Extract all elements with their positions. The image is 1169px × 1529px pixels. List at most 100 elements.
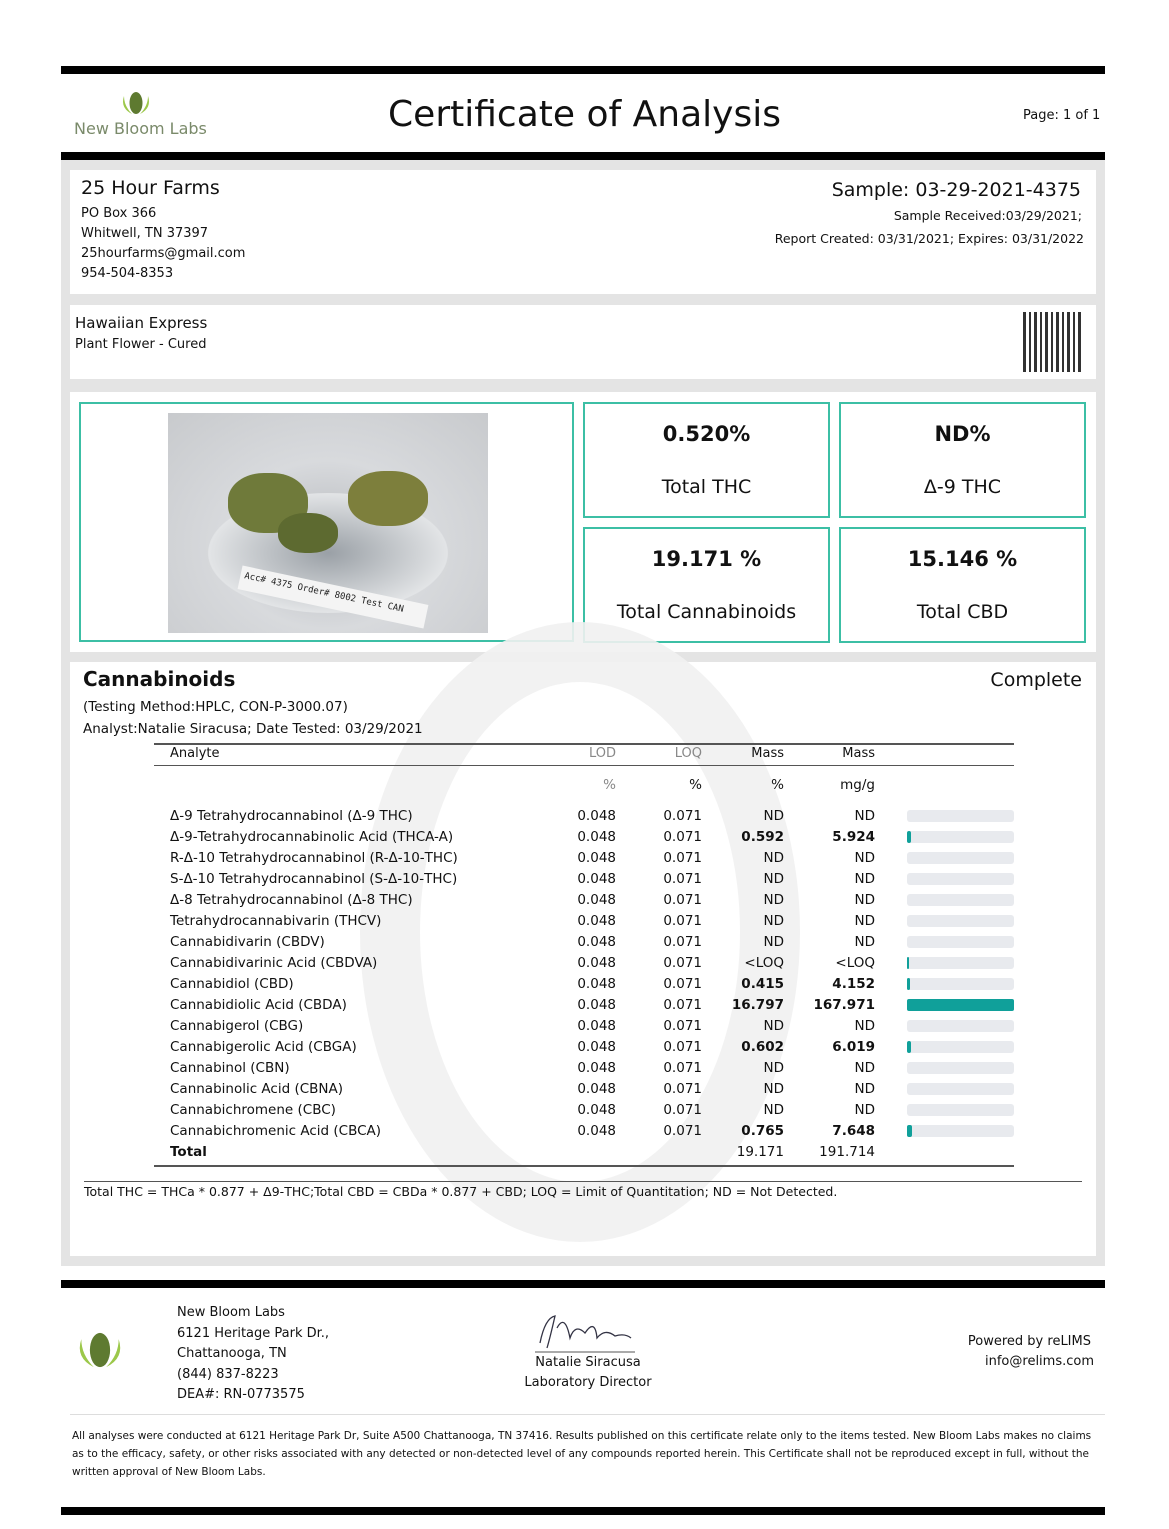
total-cannabinoids-box: 19.171 % Total Cannabinoids	[583, 527, 830, 643]
mass-pct: ND	[763, 849, 785, 866]
lod: 0.048	[577, 849, 616, 866]
table-row: Cannabidiol (CBD) 0.048 0.071 0.415 4.15…	[154, 973, 1014, 994]
loq: 0.071	[663, 1017, 702, 1034]
footnote: Total THC = THCa * 0.877 + Δ9-THC;Total …	[84, 1184, 838, 1199]
client-address-2: Whitwell, TN 37397	[81, 226, 209, 241]
table-row: Δ-8 Tetrahydrocannabinol (Δ-8 THC) 0.048…	[154, 889, 1014, 910]
result-bar	[907, 1082, 1014, 1095]
mass-pct: ND	[763, 1017, 785, 1034]
unit-mass-mg: mg/g	[840, 777, 875, 794]
table-row: Cannabichromenic Acid (CBCA) 0.048 0.071…	[154, 1120, 1014, 1141]
table-row: Cannabidivarin (CBDV) 0.048 0.071 ND ND	[154, 931, 1014, 952]
mass-mg: ND	[854, 1101, 876, 1118]
sample-id: Sample: 03-29-2021-4375	[831, 179, 1081, 201]
loq: 0.071	[663, 849, 702, 866]
mass-pct: ND	[763, 1080, 785, 1097]
result-bar	[907, 1103, 1014, 1116]
logo-icon	[123, 92, 149, 114]
table-row: Cannabidiolic Acid (CBDA) 0.048 0.071 16…	[154, 994, 1014, 1015]
disclaimer-rule	[70, 1414, 1105, 1415]
lab-phone: (844) 837-8223	[177, 1366, 279, 1382]
result-bar-fill	[907, 1124, 912, 1137]
section-status: Complete	[990, 669, 1082, 691]
logo-text: New Bloom Labs	[74, 119, 207, 138]
footnote-rule	[84, 1181, 1082, 1182]
result-bar	[907, 851, 1014, 864]
lod: 0.048	[577, 891, 616, 908]
analyte-name: Cannabichromene (CBC)	[170, 1101, 336, 1118]
units-row: % % % mg/g	[154, 765, 1014, 805]
loq: 0.071	[663, 1080, 702, 1097]
header-loq: LOQ	[616, 743, 702, 766]
analyte-name: Cannabinol (CBN)	[170, 1059, 290, 1076]
analyte-name: R-Δ-10 Tetrahydrocannabinol (R-Δ-10-THC)	[170, 849, 458, 866]
client-panel: 25 Hour Farms PO Box 366 Whitwell, TN 37…	[70, 170, 1096, 294]
result-bar	[907, 893, 1014, 906]
lab-dea: DEA#: RN-0773575	[177, 1387, 305, 1402]
result-bar	[907, 872, 1014, 885]
mass-mg: ND	[854, 891, 876, 908]
unit-loq: %	[689, 777, 702, 794]
product-panel: Hawaiian Express Plant Flower - Cured	[70, 305, 1096, 379]
total-thc-box: 0.520% Total THC	[583, 402, 830, 518]
loq: 0.071	[663, 933, 702, 950]
loq: 0.071	[663, 996, 702, 1013]
table-row: Tetrahydrocannabivarin (THCV) 0.048 0.07…	[154, 910, 1014, 931]
mass-pct: ND	[763, 870, 785, 887]
mass-pct: ND	[763, 807, 785, 824]
result-bar-fill	[907, 956, 909, 969]
report-dates: Report Created: 03/31/2021; Expires: 03/…	[774, 231, 1084, 246]
lod: 0.048	[577, 996, 616, 1013]
mass-mg: ND	[854, 912, 876, 929]
loq: 0.071	[663, 1038, 702, 1055]
result-bar	[907, 830, 1014, 843]
result-bar	[907, 1124, 1014, 1137]
result-bar	[907, 956, 1014, 969]
analyte-name: Cannabidivarinic Acid (CBDVA)	[170, 954, 378, 971]
loq: 0.071	[663, 1122, 702, 1139]
total-cannabinoids-value: 19.171 %	[651, 547, 762, 571]
testing-method: (Testing Method:HPLC, CON-P-3000.07)	[83, 699, 348, 715]
mass-pct: ND	[763, 891, 785, 908]
cannabinoids-table: Analyte LOD LOQ Mass Mass % % % mg/g Δ-9…	[154, 743, 1014, 1162]
table-row: S-Δ-10 Tetrahydrocannabinol (S-Δ-10-THC)…	[154, 868, 1014, 889]
analyte-name: Δ-9-Tetrahydrocannabinolic Acid (THCA-A)	[170, 828, 454, 845]
disclaimer: All analyses were conducted at 6121 Heri…	[72, 1430, 1092, 1478]
total-cbd-box: 15.146 % Total CBD	[839, 527, 1086, 643]
header-mass-pct: Mass	[702, 743, 784, 766]
lod: 0.048	[577, 933, 616, 950]
total-cbd-label: Total CBD	[916, 601, 1009, 623]
total-pct: 19.171	[736, 1143, 784, 1160]
result-bar	[907, 935, 1014, 948]
mass-mg: ND	[854, 807, 876, 824]
total-label: Total	[170, 1143, 207, 1160]
result-bar	[907, 1019, 1014, 1032]
qr-code[interactable]	[1023, 312, 1083, 372]
loq: 0.071	[663, 1059, 702, 1076]
lod: 0.048	[577, 954, 616, 971]
loq: 0.071	[663, 828, 702, 845]
table-row: Cannabigerolic Acid (CBGA) 0.048 0.071 0…	[154, 1036, 1014, 1057]
lod: 0.048	[577, 1101, 616, 1118]
total-mg: 191.714	[819, 1143, 875, 1160]
loq: 0.071	[663, 912, 702, 929]
mass-pct: 0.602	[741, 1038, 784, 1055]
total-thc-label: Total THC	[661, 476, 752, 498]
table-row: Cannabidivarinic Acid (CBDVA) 0.048 0.07…	[154, 952, 1014, 973]
table-row: Cannabichromene (CBC) 0.048 0.071 ND ND	[154, 1099, 1014, 1120]
lab-street: 6121 Heritage Park Dr.,	[177, 1325, 330, 1341]
client-name: 25 Hour Farms	[81, 177, 220, 199]
page-title: Certificate of Analysis	[388, 94, 781, 135]
analyte-name: Cannabidivarin (CBDV)	[170, 933, 325, 950]
logo	[118, 90, 154, 120]
header-rule	[61, 152, 1105, 160]
table-row: R-Δ-10 Tetrahydrocannabinol (R-Δ-10-THC)…	[154, 847, 1014, 868]
summary-panel: Acc# 4375 Order# 8002 Test CAN 0.520% To…	[70, 392, 1096, 652]
signer-title: Laboratory Director	[524, 1375, 652, 1390]
mass-pct: ND	[763, 933, 785, 950]
sample-received: Sample Received:03/29/2021;	[893, 208, 1082, 223]
lod: 0.048	[577, 807, 616, 824]
powered-email[interactable]: info@relims.com	[985, 1354, 1094, 1369]
loq: 0.071	[663, 954, 702, 971]
header-mass-mg: Mass	[784, 743, 875, 766]
